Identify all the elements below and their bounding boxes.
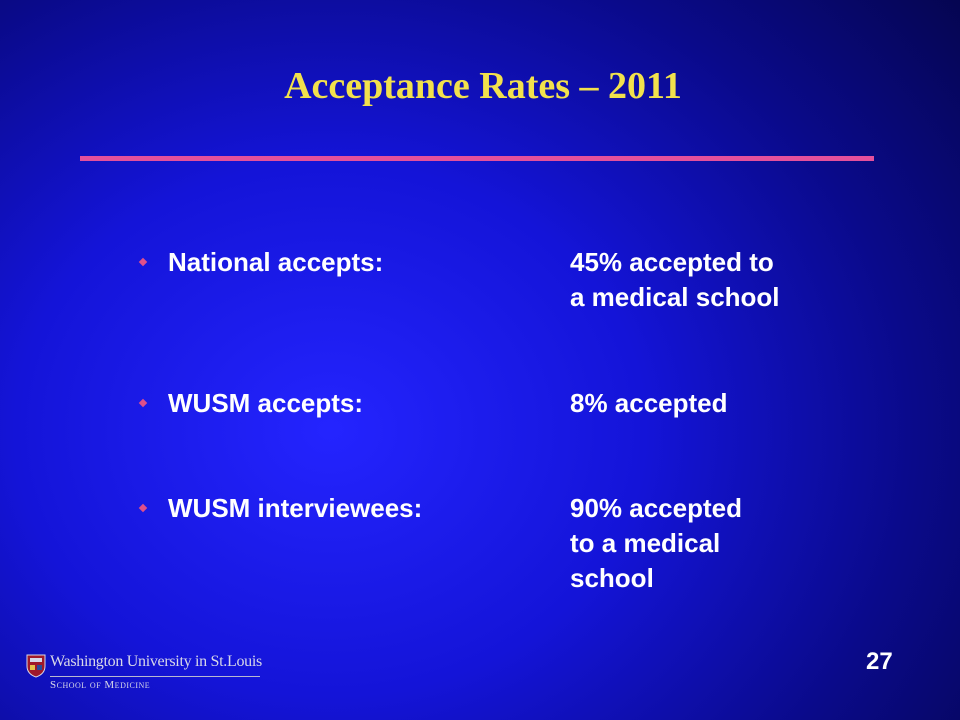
bullet xyxy=(138,398,148,408)
school-name: School of Medicine xyxy=(50,679,151,691)
bullet xyxy=(138,257,148,267)
item-value: school xyxy=(570,563,654,593)
page-number: 27 xyxy=(866,648,893,675)
bullet xyxy=(138,503,148,513)
title-rule xyxy=(80,156,874,161)
item-value: a medical school xyxy=(570,282,780,312)
institution-name: Washington University in St.Louis xyxy=(50,653,262,670)
item-label: WUSM accepts: xyxy=(168,388,364,418)
item-value: to a medical xyxy=(570,528,721,558)
item-label: WUSM interviewees: xyxy=(168,493,423,523)
item-value: 8% accepted xyxy=(570,388,728,418)
item-value: 90% accepted xyxy=(570,493,742,523)
logo-rule xyxy=(50,676,260,677)
item-value: 45% accepted to xyxy=(570,247,774,277)
item-label: National accepts: xyxy=(168,247,384,277)
logo-shield xyxy=(26,654,46,678)
slide-title: Acceptance Rates – 2011 xyxy=(284,65,682,107)
